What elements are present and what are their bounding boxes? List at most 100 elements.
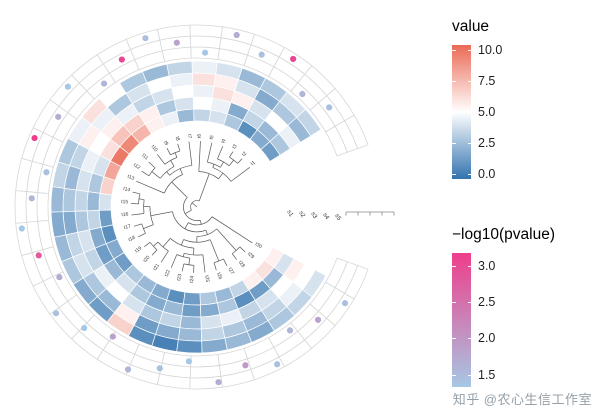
tree-branch [170, 160, 175, 167]
tip-label: t26 [215, 272, 223, 281]
heatmap-cell [191, 60, 218, 75]
legend-tick-label: 0.0 [478, 166, 496, 181]
tip-label: t13 [126, 174, 135, 182]
heatmap-cell [302, 269, 327, 298]
legend-tick-label: 7.5 [478, 74, 496, 89]
heatmap-ring-label: s2 [297, 210, 306, 219]
legend-tick-mark [452, 112, 456, 114]
tree-branch [177, 143, 181, 152]
tree-branch [180, 239, 184, 246]
tree-branch [205, 230, 208, 235]
pvalue-dot [124, 366, 132, 373]
tree-branch [160, 250, 169, 263]
heatmap-ring-labels: s1 s2 s3 s4 s5 [285, 209, 342, 222]
legend-tick-label: 2.0 [478, 331, 496, 346]
heatmap-cell [193, 108, 212, 123]
pvalue-dot [299, 90, 306, 98]
tip-label: t14 [123, 186, 131, 193]
pvalue-dot [109, 333, 116, 340]
legend-tick-mark [452, 50, 456, 52]
tip-label: t11 [140, 153, 149, 162]
pvalue-dot [326, 104, 333, 111]
value-legend-title: value [452, 18, 490, 35]
grid-cell [189, 364, 222, 379]
tree-branch-arc [163, 174, 183, 194]
heatmap-cell [176, 108, 195, 124]
pvalue-dot [173, 39, 180, 46]
pvalue-legend: −log10(pvalue) 3.0 2.5 2.0 1.5 [452, 226, 555, 387]
tip-label: t3 [231, 143, 238, 150]
tree-branch [185, 209, 192, 215]
value-tick-labels: 10.0 7.5 5.0 2.5 0.0 [478, 43, 538, 181]
legend-tick-label: 1.5 [478, 367, 496, 382]
pvalue-dot [56, 274, 63, 281]
pvalue-colorbar [452, 253, 471, 387]
pvalue-dot [55, 113, 62, 120]
heatmap-ring-label: s4 [321, 212, 330, 221]
tree-branch [223, 258, 228, 266]
heatmap-cell [62, 187, 77, 213]
tree-branch-arc [212, 167, 232, 182]
pvalue-dot [201, 49, 209, 56]
tree-branch [202, 254, 206, 273]
tip-label: t4 [220, 138, 227, 144]
tree-branch [213, 262, 217, 271]
heatmap-cell [181, 303, 202, 318]
tree-branch [132, 191, 140, 195]
tree-branch-arc [169, 238, 194, 249]
legend-tick-label: 2.5 [478, 135, 496, 150]
tree-branch-arc [198, 171, 219, 180]
tree-branch [148, 161, 156, 169]
grid-cell [14, 190, 28, 224]
legend-tick-mark [467, 265, 471, 267]
legend-tick-mark [467, 81, 471, 83]
tip-label: t18 [128, 235, 137, 244]
legend-tick-mark [467, 173, 471, 176]
tip-label: t6 [197, 133, 203, 138]
heatmap-ring-label: s5 [333, 213, 342, 222]
tip-label: t21 [152, 263, 161, 272]
heatmap-cell [98, 209, 114, 228]
tip-label: t22 [164, 269, 172, 278]
heatmap-cell [192, 96, 213, 111]
legend-tick-mark [452, 265, 456, 267]
pvalue-dot [118, 56, 125, 63]
tree-branch [162, 238, 171, 248]
grid-cell [190, 354, 220, 368]
tree-branch [209, 239, 220, 262]
tree-branch-arc [169, 165, 192, 176]
heatmap-cell [200, 302, 221, 318]
tree-branch-arc [188, 216, 213, 226]
tip-label: t7 [186, 134, 192, 139]
pvalue-dot [290, 55, 297, 63]
legend-tick-mark [467, 301, 471, 304]
tree-branch [156, 154, 166, 165]
tip-label: t29 [246, 251, 255, 260]
pvalue-dots [18, 31, 349, 386]
legend-tick-mark [452, 374, 456, 376]
tree-branch [184, 222, 189, 229]
legend-tick-mark [467, 142, 471, 145]
heatmap-cell [50, 186, 65, 213]
tree-branch [144, 242, 151, 248]
tree-branch [188, 141, 193, 166]
tree-branch [198, 141, 201, 172]
outer-ring-axis [345, 211, 395, 216]
tree-branch [188, 258, 191, 265]
tree-branch-arc [141, 223, 146, 234]
tip-label: t25 [203, 275, 210, 283]
pvalue-dot [43, 169, 50, 176]
tree-branch [217, 146, 224, 160]
tip-label: t20 [142, 255, 151, 264]
pvalue-dot [81, 324, 88, 332]
legend-tick-label: 5.0 [478, 105, 496, 119]
tree-branch-arc [170, 150, 180, 156]
legend-tick-mark [467, 338, 471, 340]
legend-tick-mark [452, 81, 456, 83]
tree-branch [138, 232, 146, 238]
tree-branch [170, 254, 178, 268]
pvalue-legend-title: −log10(pvalue) [452, 226, 555, 243]
tip-label: t15 [121, 199, 128, 205]
tree-branch [218, 172, 224, 179]
